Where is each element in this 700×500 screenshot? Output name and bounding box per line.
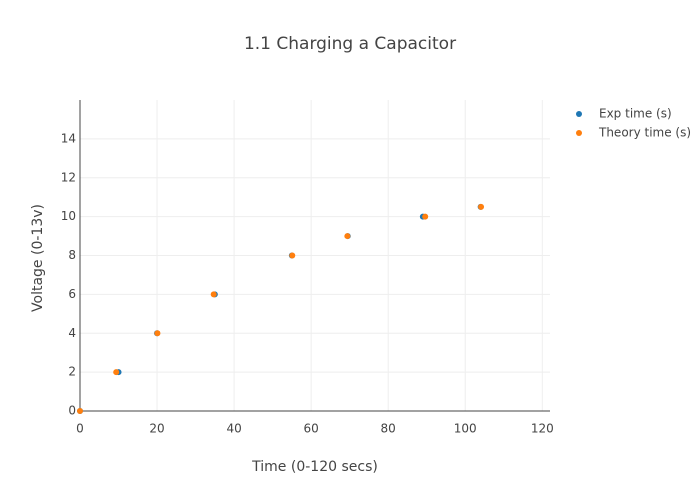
point	[344, 233, 351, 240]
point	[113, 369, 120, 376]
y-tick-label: 10	[61, 209, 76, 223]
chart-title: 1.1 Charging a Capacitor	[244, 34, 456, 54]
y-tick-label: 4	[68, 326, 76, 340]
point	[289, 252, 296, 259]
y-tick-label: 0	[68, 404, 76, 418]
x-tick-label: 0	[76, 422, 84, 436]
y-tick-label: 14	[61, 131, 76, 145]
x-tick-label: 120	[531, 422, 554, 436]
legend-label: Exp time (s)	[599, 107, 672, 121]
y-tick-label: 12	[61, 170, 76, 184]
point	[478, 203, 485, 210]
x-tick-label: 100	[454, 422, 477, 436]
x-tick-label: 40	[226, 422, 241, 436]
point	[154, 330, 161, 337]
y-tick-label: 2	[68, 365, 76, 379]
legend-marker	[576, 111, 582, 117]
y-axis-title: Voltage (0-13v)	[30, 204, 46, 312]
y-tick-label: 8	[68, 248, 76, 262]
x-tick-label: 60	[304, 422, 319, 436]
x-tick-label: 20	[149, 422, 164, 436]
point	[77, 408, 83, 414]
y-tick-label: 6	[68, 287, 76, 301]
point	[210, 291, 217, 298]
legend-label: Theory time (s)	[598, 126, 691, 140]
x-tick-label: 80	[381, 422, 396, 436]
legend-marker	[576, 130, 582, 136]
point	[422, 213, 429, 220]
x-axis-title: Time (0-120 secs)	[251, 459, 378, 475]
